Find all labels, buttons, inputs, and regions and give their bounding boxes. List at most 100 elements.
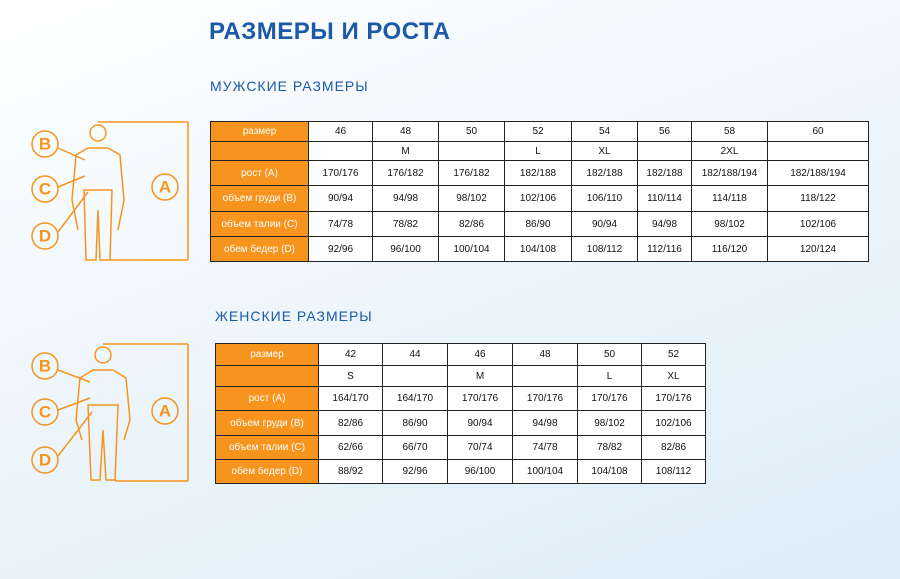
cell bbox=[382, 365, 448, 387]
cell: 170/176 bbox=[641, 386, 706, 411]
cell: 164/170 bbox=[382, 386, 448, 411]
cell: 120/124 bbox=[767, 236, 869, 262]
table-row: M L XL 2XL bbox=[210, 141, 869, 161]
cell: 112/116 bbox=[637, 236, 692, 262]
cell: 66/70 bbox=[382, 435, 448, 460]
cell: 56 bbox=[637, 121, 692, 142]
cell: 170/176 bbox=[577, 386, 642, 411]
cell: 50 bbox=[438, 121, 505, 142]
figure-label: B bbox=[39, 357, 51, 376]
cell: 46 bbox=[308, 121, 373, 142]
cell: 164/170 bbox=[318, 386, 383, 411]
cell: 102/106 bbox=[767, 211, 869, 237]
men-table: размер 46 48 50 52 54 56 58 60 M L XL 2XL рост (A) 170… bbox=[210, 121, 869, 262]
row-label: обем бедер (D) bbox=[210, 236, 309, 262]
cell: 96/100 bbox=[447, 459, 513, 484]
cell: 52 bbox=[504, 121, 572, 142]
table-row: размер 46 48 50 52 54 56 58 60 bbox=[210, 121, 869, 142]
figure-label: C bbox=[39, 180, 51, 199]
cell bbox=[637, 141, 692, 161]
cell: 170/176 bbox=[447, 386, 513, 411]
cell: 82/86 bbox=[641, 435, 706, 460]
cell: 52 bbox=[641, 343, 706, 366]
cell: 116/120 bbox=[691, 236, 768, 262]
cell: M bbox=[447, 365, 513, 387]
figure-label: C bbox=[39, 403, 51, 422]
table-row: S M L XL bbox=[215, 365, 706, 387]
cell bbox=[512, 365, 578, 387]
cell: 2XL bbox=[691, 141, 768, 161]
cell: 88/92 bbox=[318, 459, 383, 484]
cell: 60 bbox=[767, 121, 869, 142]
cell: 78/82 bbox=[372, 211, 439, 237]
figure-label: D bbox=[39, 451, 51, 470]
cell: S bbox=[318, 365, 383, 387]
cell: L bbox=[577, 365, 642, 387]
cell: 102/106 bbox=[641, 410, 706, 436]
cell: 62/66 bbox=[318, 435, 383, 460]
cell: M bbox=[372, 141, 439, 161]
cell: 46 bbox=[447, 343, 513, 366]
table-row: обем бедер (D) 88/92 92/96 96/100 100/104 104… bbox=[215, 459, 706, 484]
cell: 44 bbox=[382, 343, 448, 366]
cell: 54 bbox=[571, 121, 638, 142]
men-heading: МУЖСКИЕ РАЗМЕРЫ bbox=[210, 78, 369, 94]
row-label bbox=[210, 141, 309, 161]
cell: 182/188/194 bbox=[691, 160, 768, 186]
row-label: рост (A) bbox=[210, 160, 309, 186]
table-row: рост (A) 170/176 176/182 176/182 182/188 182/… bbox=[210, 160, 869, 186]
cell: 108/112 bbox=[571, 236, 638, 262]
table-row: размер 42 44 46 48 50 52 bbox=[215, 343, 706, 366]
cell bbox=[308, 141, 373, 161]
row-label: объем груди (B) bbox=[210, 185, 309, 212]
cell: 100/104 bbox=[438, 236, 505, 262]
cell: 58 bbox=[691, 121, 768, 142]
table-row: объем груди (B) 82/86 86/90 90/94 94/98 98/10… bbox=[215, 410, 706, 436]
cell: 82/86 bbox=[318, 410, 383, 436]
cell: 48 bbox=[372, 121, 439, 142]
table-row: рост (A) 164/170 164/170 170/176 170/176 170/… bbox=[215, 386, 706, 411]
cell: 94/98 bbox=[512, 410, 578, 436]
cell: XL bbox=[641, 365, 706, 387]
cell: 102/106 bbox=[504, 185, 572, 212]
figure-label: A bbox=[159, 178, 171, 197]
cell: 78/82 bbox=[577, 435, 642, 460]
row-label: объем груди (B) bbox=[215, 410, 319, 436]
cell: 48 bbox=[512, 343, 578, 366]
cell: 98/102 bbox=[438, 185, 505, 212]
figure-label: A bbox=[159, 402, 171, 421]
cell: 104/108 bbox=[504, 236, 572, 262]
cell: 104/108 bbox=[577, 459, 642, 484]
cell: 74/78 bbox=[308, 211, 373, 237]
cell: 176/182 bbox=[438, 160, 505, 186]
row-label: обем бедер (D) bbox=[215, 459, 319, 484]
cell bbox=[438, 141, 505, 161]
cell: 182/188 bbox=[504, 160, 572, 186]
cell: 182/188 bbox=[637, 160, 692, 186]
cell: 90/94 bbox=[308, 185, 373, 212]
table-row: объем талии (C) 62/66 66/70 70/74 74/78 78/82… bbox=[215, 435, 706, 460]
cell: 74/78 bbox=[512, 435, 578, 460]
cell: 92/96 bbox=[308, 236, 373, 262]
cell: 86/90 bbox=[504, 211, 572, 237]
cell: 176/182 bbox=[372, 160, 439, 186]
cell: 90/94 bbox=[447, 410, 513, 436]
women-table: размер 42 44 46 48 50 52 S M L XL рост (A) 164/170 16… bbox=[215, 343, 706, 484]
cell bbox=[767, 141, 869, 161]
cell: 82/86 bbox=[438, 211, 505, 237]
cell: 90/94 bbox=[571, 211, 638, 237]
women-heading: ЖЕНСКИЕ РАЗМЕРЫ bbox=[215, 308, 373, 324]
cell: 106/110 bbox=[571, 185, 638, 212]
cell: 86/90 bbox=[382, 410, 448, 436]
cell: 50 bbox=[577, 343, 642, 366]
cell: 170/176 bbox=[512, 386, 578, 411]
cell: XL bbox=[571, 141, 638, 161]
figure-label: D bbox=[39, 227, 51, 246]
cell: 96/100 bbox=[372, 236, 439, 262]
cell: 92/96 bbox=[382, 459, 448, 484]
cell: 182/188/194 bbox=[767, 160, 869, 186]
table-row: объем талии (C) 74/78 78/82 82/86 86/90 90/94… bbox=[210, 211, 869, 237]
cell: 98/102 bbox=[691, 211, 768, 237]
